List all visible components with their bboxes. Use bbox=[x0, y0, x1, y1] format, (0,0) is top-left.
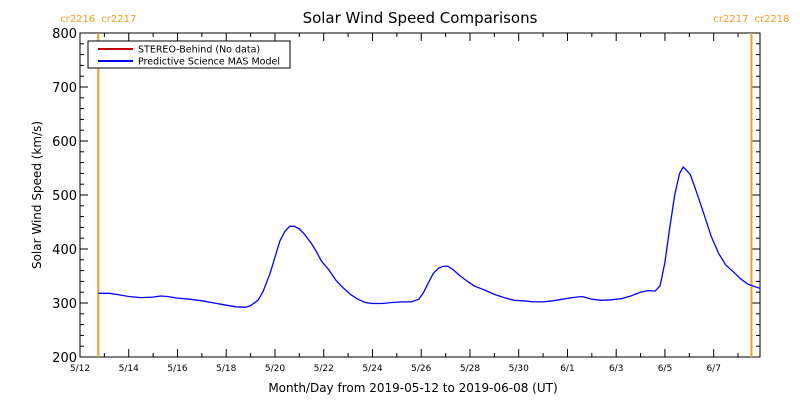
x-tick-label: 5/18 bbox=[216, 364, 236, 374]
x-tick-label: 6/7 bbox=[706, 364, 720, 374]
x-tick-label: 6/3 bbox=[609, 364, 623, 374]
series-line-mas-model bbox=[98, 166, 761, 308]
legend: STEREO-Behind (No data) Predictive Scien… bbox=[87, 40, 291, 69]
y-tick-label: 600 bbox=[52, 135, 77, 150]
legend-box bbox=[87, 40, 291, 69]
x-tick-label: 5/12 bbox=[70, 364, 90, 374]
carrington-label-right: cr2217 bbox=[101, 14, 136, 25]
y-tick-label: 200 bbox=[52, 351, 77, 366]
series-lines bbox=[98, 166, 761, 308]
x-tick-label: 5/26 bbox=[411, 364, 431, 374]
y-tick-label: 300 bbox=[52, 297, 77, 312]
legend-label-mas: Predictive Science MAS Model bbox=[138, 57, 280, 68]
y-tick-label: 800 bbox=[52, 27, 77, 42]
y-tick-label: 400 bbox=[52, 243, 77, 258]
chart-title: Solar Wind Speed Comparisons bbox=[303, 9, 538, 27]
plot-frame bbox=[79, 32, 761, 358]
x-tick-label: 6/1 bbox=[560, 364, 574, 374]
x-tick-label: 5/16 bbox=[167, 364, 187, 374]
legend-label-stereo: STEREO-Behind (No data) bbox=[138, 45, 260, 56]
x-tick-label: 5/30 bbox=[509, 364, 529, 374]
x-tick-label: 5/28 bbox=[460, 364, 480, 374]
y-axis-label: Solar Wind Speed (km/s) bbox=[30, 121, 44, 269]
y-axis: 200 300 400 500 600 700 800 bbox=[52, 27, 760, 366]
x-axis-label: Month/Day from 2019-05-12 to 2019-06-08 … bbox=[268, 381, 557, 395]
x-tick-label: 5/14 bbox=[119, 364, 139, 374]
x-tick-label: 5/22 bbox=[314, 364, 334, 374]
y-tick-label: 500 bbox=[52, 189, 77, 204]
x-tick-label: 5/20 bbox=[265, 364, 285, 374]
carrington-label-left: cr2216 bbox=[60, 14, 95, 25]
y-tick-label: 700 bbox=[52, 81, 77, 96]
x-tick-label: 5/24 bbox=[362, 364, 382, 374]
x-axis: 5/12 5/14 5/16 5/18 5/20 5/22 5/24 5/26 5/28 5/30… bbox=[70, 33, 739, 374]
x-tick-label: 6/5 bbox=[658, 364, 672, 374]
carrington-label-right: cr2218 bbox=[754, 14, 789, 25]
carrington-markers: cr2216 cr2217 cr2217 cr2218 bbox=[60, 14, 790, 357]
carrington-label-left: cr2217 bbox=[713, 14, 748, 25]
